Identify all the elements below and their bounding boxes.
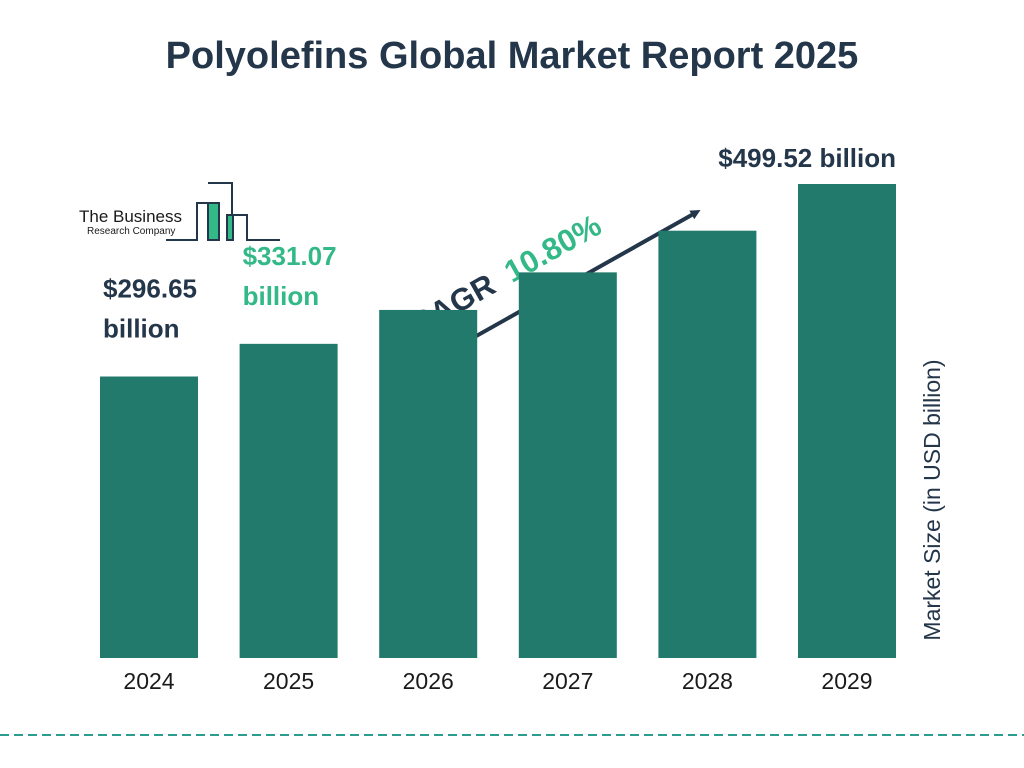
data-label-2024: $296.65 billion [103,274,197,344]
bar-2026 [379,309,478,658]
bar-2028 [658,230,757,659]
bar-2027 [518,272,617,658]
data-label-2025: $331.07 billion [243,241,337,311]
logo-name-line2: Research Company [87,226,175,237]
bars-group [100,184,896,659]
data-label-line: $296.65 [103,274,197,304]
x-tick-2027: 2027 [542,668,593,694]
company-logo: The Business Research Company [79,182,280,241]
x-tick-2028: 2028 [682,668,733,694]
data-label-line: billion [103,314,180,344]
x-tick-2029: 2029 [821,668,872,694]
data-label-2029: $499.52 billion [718,143,896,173]
x-tick-2026: 2026 [403,668,454,694]
bar-2025 [239,343,338,658]
y-axis-label: Market Size (in USD billion) [919,359,945,640]
x-tick-2025: 2025 [263,668,314,694]
data-label-line: $499.52 billion [718,143,896,173]
data-labels: $296.65 billion $331.07 billion $499.52 bill… [103,143,896,344]
bar-2024 [100,376,198,658]
bar-2029 [798,184,896,658]
data-label-line: $331.07 [243,241,337,271]
x-tick-2024: 2024 [123,668,174,694]
chart-title: Polyolefins Global Market Report 2025 [166,35,859,77]
x-tick-labels: 2024 2025 2026 2027 2028 2029 [123,668,872,694]
logo-name-line1: The Business [79,207,182,226]
logo-buildings-icon [166,182,280,241]
data-label-line: billion [243,281,320,311]
